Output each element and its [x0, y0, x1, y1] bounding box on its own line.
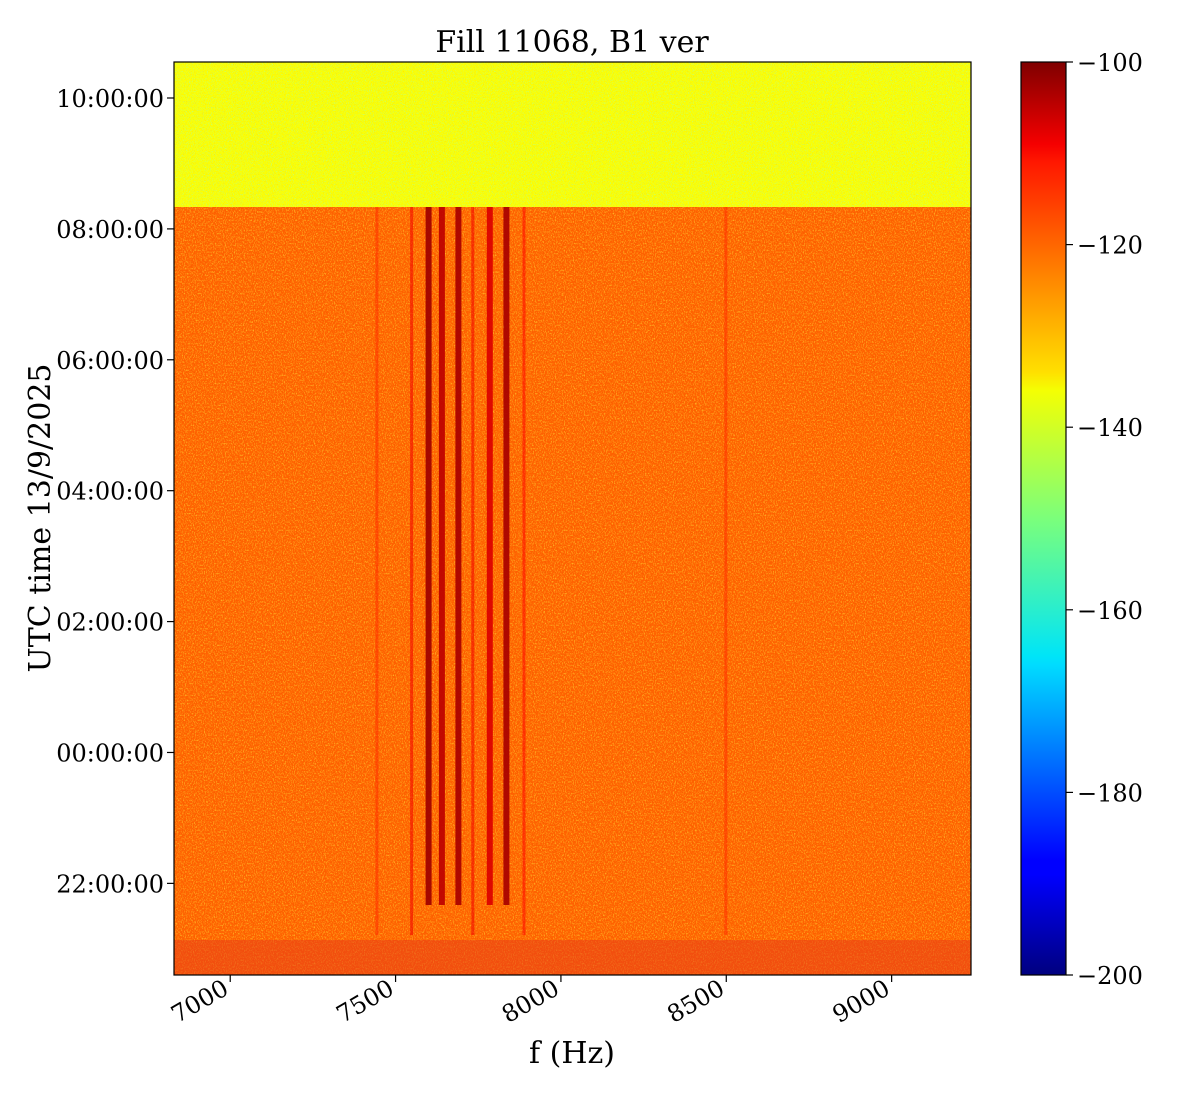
x-tick-label: 7500 — [332, 974, 399, 1029]
spectral-lines — [375, 207, 728, 935]
y-axis-label: UTC time 13/9/2025 — [23, 364, 58, 673]
colorbar-ticks: −100 −120 −140 −160 −180 −200 — [1066, 49, 1143, 990]
y-tick-label: 06:00:00 — [56, 347, 164, 375]
colorbar-frame — [1020, 61, 1067, 976]
spectral-line — [425, 207, 432, 905]
x-tick-label: 7000 — [166, 974, 233, 1029]
y-tick-label: 22:00:00 — [56, 870, 164, 898]
spectral-line — [522, 207, 526, 935]
colorbar-tick-label: −100 — [1077, 49, 1143, 77]
colorbar-tick-label: −180 — [1077, 779, 1143, 807]
chart-title: Fill 11068, B1 ver — [435, 25, 709, 60]
x-tick-label: 8000 — [497, 974, 564, 1029]
colorbar: −100 −120 −140 −160 −180 −200 — [1020, 49, 1143, 990]
colorbar-gradient — [1021, 62, 1066, 975]
colorbar-tick-label: −140 — [1077, 414, 1143, 442]
spectral-line — [438, 207, 445, 905]
y-axis: 22:00:00 00:00:00 02:00:00 04:00:00 06:00:00… — [56, 85, 174, 898]
spectral-line — [503, 207, 510, 905]
spectral-line — [724, 207, 728, 935]
colorbar-tick-label: −200 — [1077, 962, 1143, 990]
y-tick-label: 10:00:00 — [56, 85, 164, 113]
plot-area — [174, 62, 971, 975]
noise-texture-high-warm — [174, 62, 971, 207]
x-tick-label: 8500 — [662, 974, 729, 1029]
spectral-line — [455, 207, 462, 905]
noise-texture-low-dark — [174, 207, 971, 975]
bottom-band — [174, 940, 971, 975]
x-axis-label: f (Hz) — [529, 1036, 615, 1071]
x-tick-label: 9000 — [828, 974, 895, 1029]
colorbar-tick-label: −160 — [1077, 597, 1143, 625]
spectral-line — [471, 207, 475, 935]
plot-frame — [173, 61, 972, 976]
spectral-line — [375, 207, 379, 935]
x-axis: 7000 7500 8000 8500 9000 — [166, 974, 894, 1029]
y-tick-label: 02:00:00 — [56, 609, 164, 637]
y-tick-label: 08:00:00 — [56, 216, 164, 244]
spectral-line — [410, 207, 414, 935]
y-tick-label: 04:00:00 — [56, 478, 164, 506]
spectral-line — [486, 207, 493, 905]
y-tick-label: 00:00:00 — [56, 739, 164, 767]
colorbar-tick-label: −120 — [1077, 232, 1143, 260]
